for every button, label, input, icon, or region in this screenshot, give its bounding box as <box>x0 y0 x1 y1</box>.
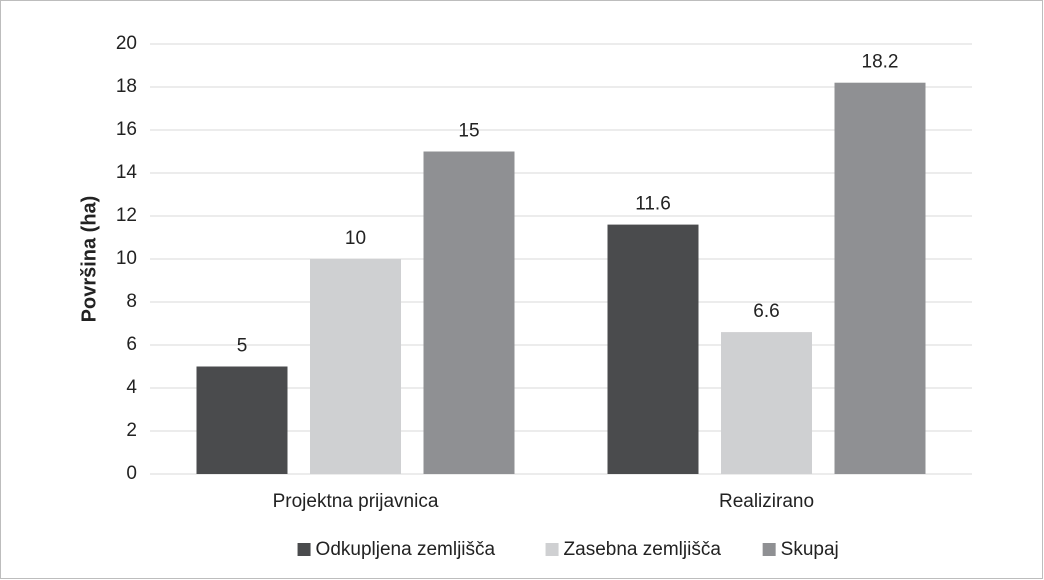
y-tick-label: 4 <box>126 377 137 398</box>
legend-label: Skupaj <box>781 539 839 560</box>
data-label: 5 <box>237 336 248 357</box>
bar <box>607 224 699 474</box>
y-tick-label: 2 <box>126 420 137 441</box>
legend-swatch <box>545 543 559 556</box>
legend-swatch <box>762 543 776 556</box>
bar <box>721 332 812 474</box>
data-label: 10 <box>345 228 366 249</box>
bar <box>834 82 926 474</box>
y-tick-label: 10 <box>116 248 137 269</box>
data-label: 11.6 <box>635 194 671 215</box>
bar <box>423 151 515 474</box>
x-tick-label: Realizirano <box>719 491 814 512</box>
y-tick-label: 12 <box>116 205 137 226</box>
legend-label: Zasebna zemljišča <box>564 539 722 560</box>
y-tick-label: 6 <box>126 334 137 355</box>
y-tick-label: 0 <box>126 463 137 484</box>
data-label: 6.6 <box>753 301 779 322</box>
bar <box>310 259 401 474</box>
legend-swatch <box>297 543 311 556</box>
bar <box>196 366 288 474</box>
data-label: 18.2 <box>862 52 899 73</box>
y-tick-label: 8 <box>126 291 137 312</box>
y-tick-label: 14 <box>116 162 138 183</box>
y-tick-label: 18 <box>116 76 137 97</box>
data-label: 15 <box>458 121 479 142</box>
y-axis-label: Površina (ha) <box>78 196 100 323</box>
legend-label: Odkupljena zemljišča <box>316 539 496 560</box>
y-tick-label: 16 <box>116 119 137 140</box>
x-tick-label: Projektna prijavnica <box>273 491 439 512</box>
y-tick-label: 20 <box>116 33 137 54</box>
